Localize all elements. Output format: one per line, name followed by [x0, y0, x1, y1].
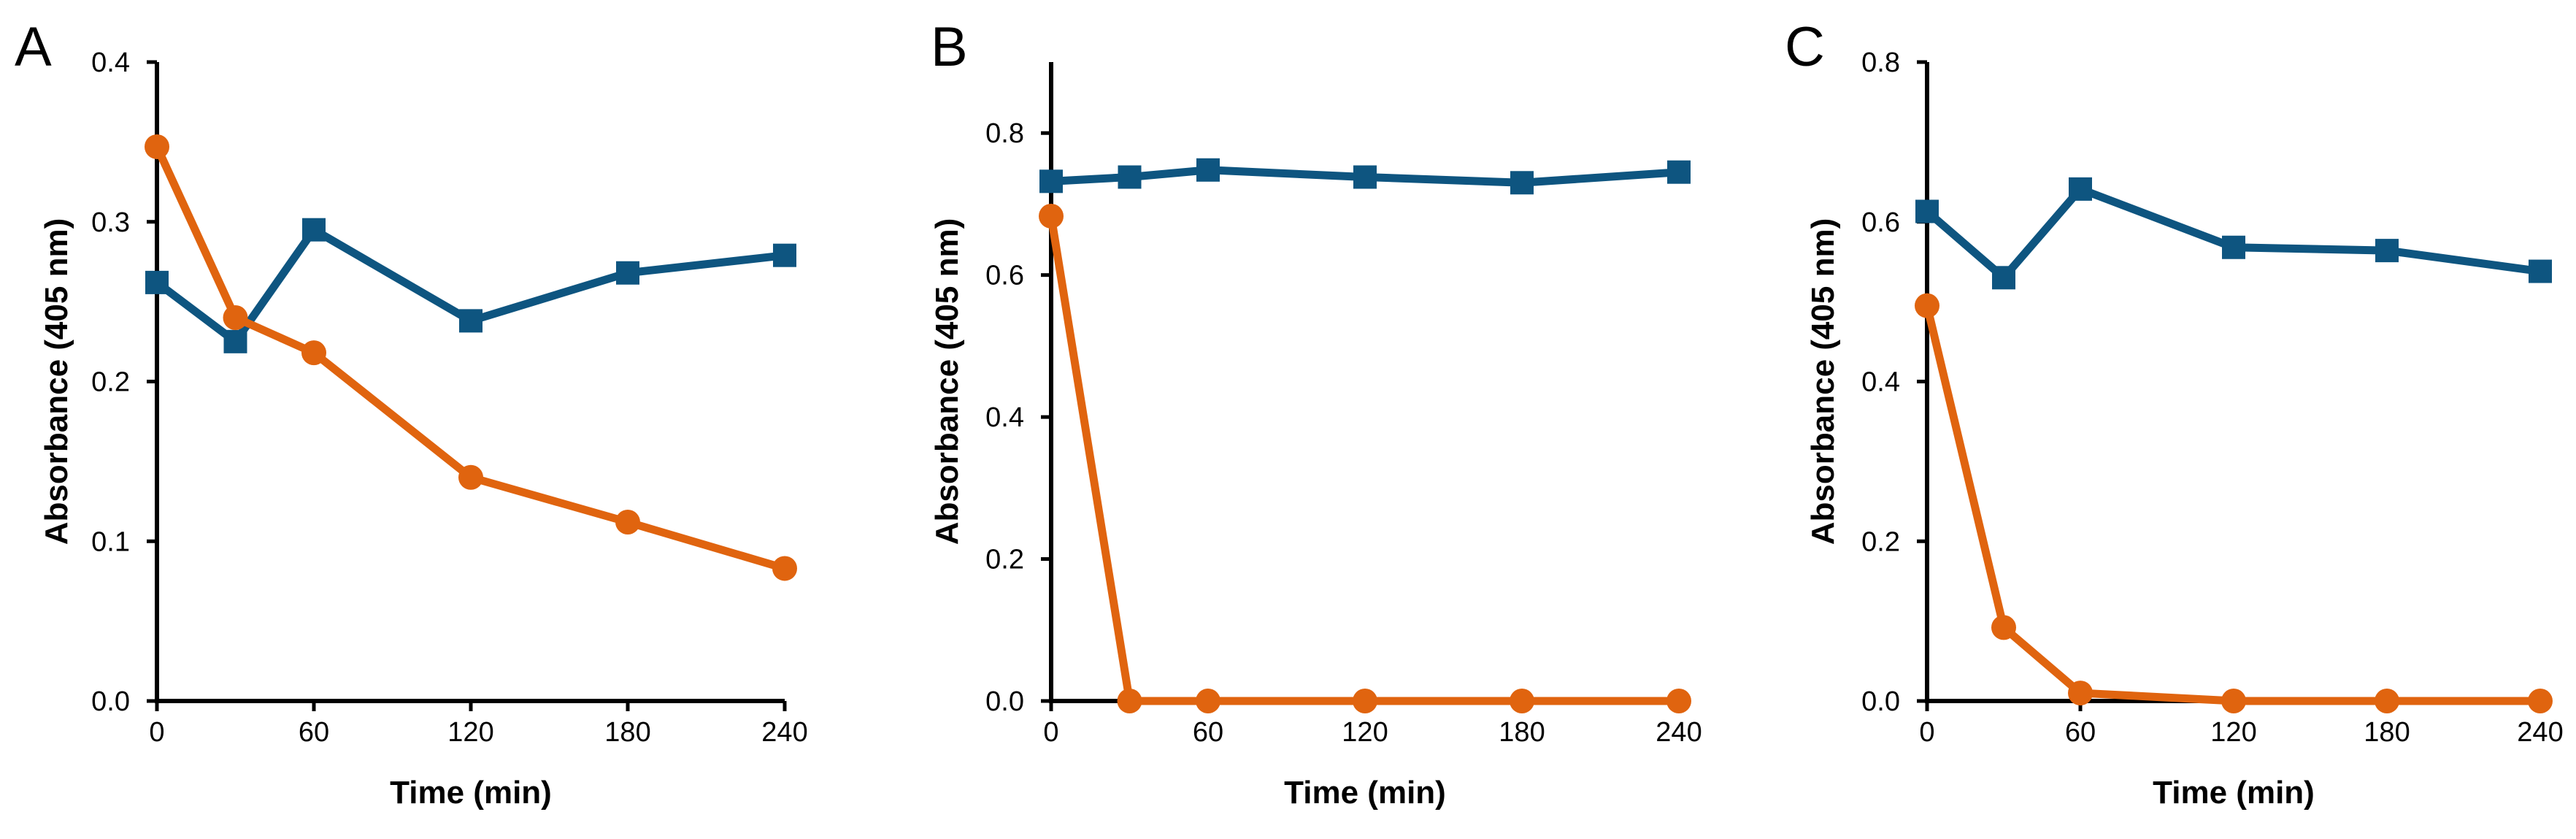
- series-line: [1047, 212, 1683, 705]
- data-point-circle: [2068, 681, 2093, 706]
- series-2: [145, 134, 797, 581]
- series-1: [145, 218, 796, 353]
- y-tick-label: 0.4: [985, 402, 1024, 433]
- series-line: [153, 142, 789, 572]
- data-point-circle: [223, 305, 248, 330]
- x-tick-label: 180: [1499, 717, 1545, 748]
- data-point-square: [2069, 177, 2092, 201]
- y-tick-label: 0.6: [985, 261, 1024, 291]
- x-tick-label: 180: [604, 717, 650, 748]
- x-tick-label: 240: [761, 717, 807, 748]
- x-tick-label: 60: [2065, 717, 2096, 748]
- data-point-circle: [1991, 615, 2016, 640]
- x-tick-label: 120: [2210, 717, 2256, 748]
- data-point-square: [1039, 169, 1063, 194]
- y-axis-label: Absorbance (405 nm): [929, 218, 965, 545]
- data-point-square: [773, 243, 796, 267]
- panel-letter: A: [15, 16, 52, 78]
- x-axis-label: Time (min): [2153, 775, 2315, 811]
- data-point-square: [616, 261, 639, 285]
- y-tick-label: 0.4: [91, 47, 130, 78]
- x-axis-label: Time (min): [390, 775, 552, 811]
- y-tick-label: 0.8: [1861, 47, 1900, 78]
- x-tick-label: 240: [2517, 717, 2563, 748]
- x-tick-label: 60: [1193, 717, 1223, 748]
- data-point-circle: [145, 134, 169, 159]
- data-point-square: [2222, 235, 2245, 259]
- data-point-circle: [1510, 689, 1534, 713]
- x-axis-label: Time (min): [1284, 775, 1446, 811]
- data-point-square: [1196, 158, 1220, 182]
- x-tick-label: 120: [1342, 717, 1388, 748]
- series-1: [1039, 158, 1691, 195]
- panel-a: A 0.0 0.1 0.2 0.3 0.4 0 60 120 180 240 Time (min) Ab…: [15, 16, 808, 811]
- x-tick-label: 0: [149, 717, 164, 748]
- series-line: [153, 226, 789, 346]
- data-point-square: [1915, 199, 1939, 223]
- data-point-circle: [1915, 293, 1939, 318]
- y-axis-label: Absorbance (405 nm): [1805, 218, 1841, 545]
- data-point-circle: [2375, 689, 2399, 713]
- data-point-square: [459, 309, 482, 333]
- data-point-square: [1353, 165, 1377, 189]
- data-point-circle: [1353, 689, 1377, 713]
- y-tick-label: 0.0: [985, 686, 1024, 717]
- x-tick-label: 60: [299, 717, 329, 748]
- series-2: [1039, 203, 1691, 713]
- y-tick-label: 0.2: [91, 367, 130, 398]
- y-tick-label: 0.0: [91, 686, 130, 717]
- data-point-circle: [1666, 689, 1691, 713]
- y-tick-label: 0.0: [1861, 686, 1900, 717]
- data-point-square: [1118, 165, 1142, 189]
- series-line: [1047, 166, 1683, 187]
- data-point-square: [1667, 160, 1691, 184]
- data-point-square: [1510, 171, 1534, 195]
- data-point-square: [2529, 259, 2552, 283]
- data-point-square: [145, 270, 169, 294]
- series-line: [1923, 185, 2545, 282]
- y-tick-label: 0.6: [1861, 207, 1900, 238]
- data-point-square: [2375, 239, 2399, 263]
- panel-letter: B: [931, 16, 968, 78]
- data-point-square: [302, 218, 326, 242]
- data-point-square: [1992, 266, 2015, 290]
- y-tick-label: 0.8: [985, 118, 1024, 149]
- data-point-circle: [2221, 689, 2246, 713]
- data-point-circle: [1039, 203, 1064, 229]
- y-tick-label: 0.3: [91, 207, 130, 238]
- y-tick-label: 0.2: [985, 545, 1024, 575]
- x-tick-label: 0: [1919, 717, 1934, 748]
- x-tick-label: 180: [2364, 717, 2410, 748]
- series-line: [1923, 302, 2545, 705]
- panel-b: B 0.0 0.2 0.4 0.6 0.8 0 60 120 180 240 Time (min) Ab…: [929, 16, 1702, 811]
- y-axis-label: Absorbance (405 nm): [39, 218, 74, 545]
- y-tick-label: 0.2: [1861, 526, 1900, 557]
- series-1: [1915, 177, 2552, 290]
- data-point-square: [223, 329, 247, 353]
- panel-letter: C: [1785, 16, 1825, 78]
- y-tick-label: 0.1: [91, 526, 130, 557]
- data-point-circle: [458, 464, 483, 490]
- data-point-circle: [2528, 689, 2553, 713]
- x-tick-label: 240: [1656, 717, 1702, 748]
- data-point-circle: [615, 510, 640, 535]
- data-point-circle: [772, 556, 797, 581]
- data-point-circle: [1117, 689, 1142, 713]
- data-point-circle: [1196, 689, 1220, 713]
- panel-c: C 0.0 0.2 0.4 0.6 0.8 0 60 120 180 240 Time (min) Ab…: [1785, 16, 2564, 811]
- y-tick-label: 0.4: [1861, 367, 1900, 398]
- x-tick-label: 120: [447, 717, 493, 748]
- data-point-circle: [301, 340, 326, 366]
- series-2: [1915, 293, 2553, 713]
- x-tick-label: 0: [1043, 717, 1058, 748]
